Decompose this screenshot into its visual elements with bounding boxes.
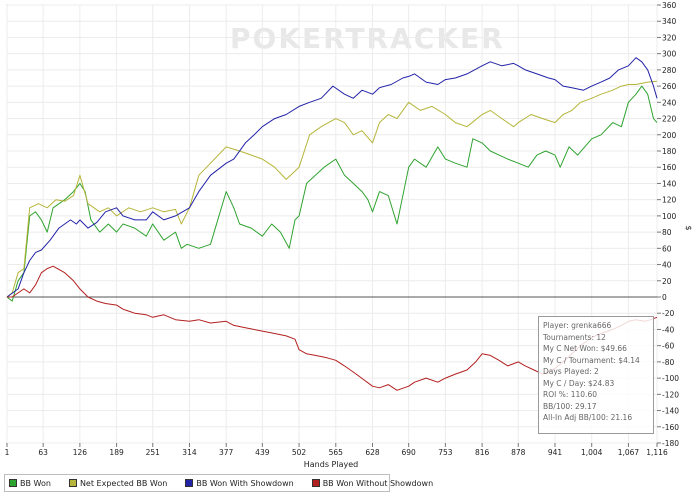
legend: BB Won Net Expected BB Won BB Won With S… <box>4 474 433 492</box>
y-tick-label: 340 <box>662 17 677 26</box>
x-tick-label: 377 <box>219 448 234 457</box>
legend-swatch <box>185 479 194 487</box>
x-tick-label: 314 <box>182 448 197 457</box>
x-tick-label: 1,067 <box>618 448 640 457</box>
y-tick-label: 140 <box>662 179 677 188</box>
legend-swatch <box>68 479 77 487</box>
y-tick-label: 320 <box>662 33 677 42</box>
stat-per-day: My C / Day: $24.83 <box>543 378 615 388</box>
watermark: POKERTRACKER <box>230 22 505 55</box>
legend-item-bb-won: BB Won <box>9 479 51 488</box>
legend-label: BB Won With Showdown <box>196 478 294 488</box>
stat-roi: ROI %: 110.60 <box>543 390 597 399</box>
y-tick-label: -120 <box>662 390 679 399</box>
y-tick-label: 160 <box>662 163 677 172</box>
legend-item-without-showdown: BB Won Without Showdown <box>311 478 434 488</box>
y-tick-label: 360 <box>662 1 677 10</box>
x-tick-label: 251 <box>146 448 161 457</box>
x-tick-label: 1,004 <box>581 448 603 457</box>
stat-tournaments: Tournaments: 12 <box>543 332 606 342</box>
x-tick-label: 126 <box>73 448 88 457</box>
x-tick-label: 63 <box>38 448 48 457</box>
x-tick-label: 690 <box>401 448 416 457</box>
x-tick-label: 753 <box>438 448 453 457</box>
y-tick-label: 0 <box>662 293 667 302</box>
y-tick-label: 200 <box>662 131 677 140</box>
y-tick-label: -180 <box>662 439 679 448</box>
series-line-bb-won-with-showdown <box>6 57 658 298</box>
y-tick-label: 300 <box>662 50 677 59</box>
legend-label: Net Expected BB Won <box>79 478 168 488</box>
x-tick-label: 878 <box>511 448 526 457</box>
y-tick-label: 100 <box>662 212 677 221</box>
x-axis-label: Hands Played <box>304 460 358 469</box>
x-tick-label: 1 <box>5 448 10 457</box>
x-tick-label: 816 <box>475 448 490 457</box>
legend-item-net-expected: Net Expected BB Won <box>68 478 168 488</box>
stat-player: Player: grenka666 <box>543 321 612 330</box>
x-tick-label: 628 <box>365 448 380 457</box>
stat-net-won: My C Net Won: $49.66 <box>543 344 627 353</box>
y-tick-label: 240 <box>662 98 677 107</box>
legend-item-with-showdown: BB Won With Showdown <box>185 478 294 488</box>
stat-allin-adj: All-In Adj BB/100: 21.16 <box>543 413 633 422</box>
stat-days-played: Days Played: 2 <box>543 367 599 376</box>
y-tick-label: 60 <box>662 244 672 253</box>
series-line-bb-won <box>6 85 658 302</box>
x-tick-label: 941 <box>548 448 563 457</box>
y-tick-label: -80 <box>662 358 674 367</box>
y-tick-label: -100 <box>662 374 679 383</box>
x-tick-label: 189 <box>109 448 124 457</box>
y-tick-label: -160 <box>662 423 679 432</box>
x-axis: 1 63 126 189 251 314 377 439 502 565 628 690 753 816 8… <box>5 443 668 457</box>
legend-swatch <box>9 479 17 487</box>
stat-bb100: BB/100: 29.17 <box>543 401 597 411</box>
x-tick-label: 1,116 <box>646 448 668 457</box>
legend-label: BB Won Without Showdown <box>322 478 434 488</box>
y-tick-label: 280 <box>662 66 677 75</box>
y-tick-label: -20 <box>662 309 674 318</box>
y-axis: 3603403203002802602402202001801601401201… <box>657 1 679 448</box>
y-tick-label: -40 <box>662 325 674 334</box>
y-tick-label: -140 <box>662 407 679 416</box>
y-tick-label: 220 <box>662 115 677 124</box>
x-tick-label: 502 <box>292 448 307 457</box>
x-tick-label: 439 <box>255 448 270 457</box>
y-tick-label: 120 <box>662 196 677 205</box>
legend-swatch <box>311 479 320 487</box>
x-tick-label: 565 <box>329 448 344 457</box>
y-tick-label: 40 <box>662 261 672 270</box>
legend-label: BB Won <box>20 478 51 488</box>
y-tick-label: 260 <box>662 82 677 91</box>
y-tick-label: -60 <box>662 342 674 351</box>
series-line-net-expected-bb-won <box>6 80 658 298</box>
y-tick-label: 180 <box>662 147 677 156</box>
stats-box: Player: grenka666 Tournaments: 12 My C N… <box>538 316 654 434</box>
y-tick-label: 80 <box>662 228 672 237</box>
y-tick-label: 20 <box>662 277 672 286</box>
y-axis-label: $ <box>684 225 693 230</box>
stat-per-tournament: My C / Tournament: $4.14 <box>543 355 640 365</box>
